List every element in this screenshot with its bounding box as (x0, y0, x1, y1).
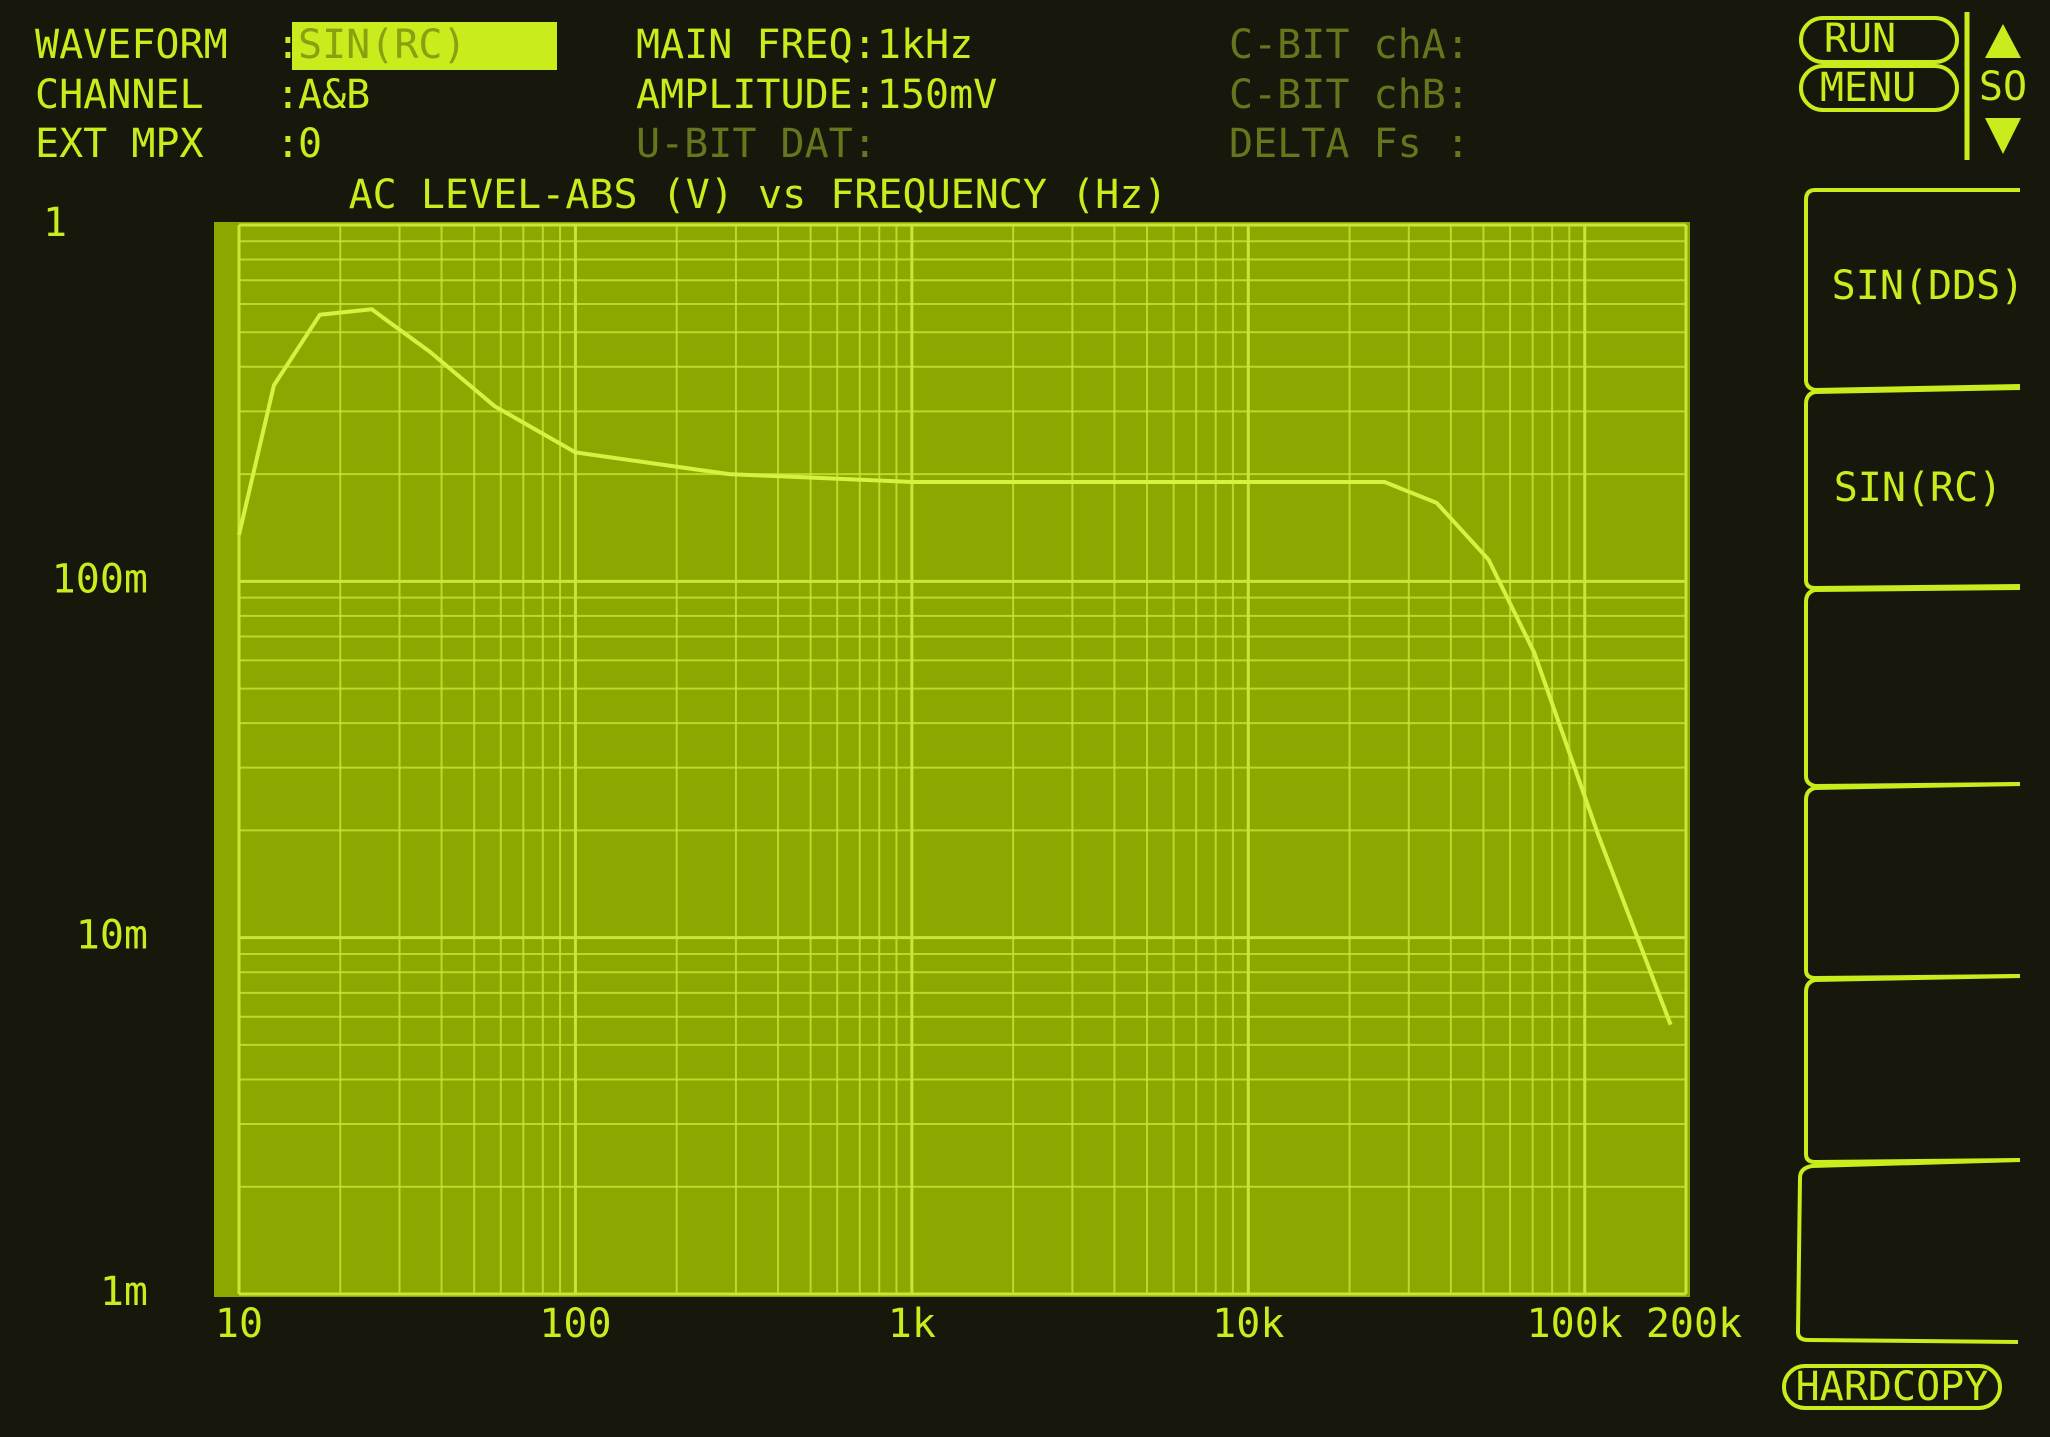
field-label: EXT MPX : (35, 121, 300, 167)
chart-title: AC LEVEL-ABS (V) vs FREQUENCY (Hz) (349, 172, 1168, 218)
y-tick-label: 1 (43, 200, 67, 246)
x-tick-label: 100 (539, 1301, 611, 1347)
softkey[interactable] (1804, 188, 2021, 393)
status: C-BIT chA: (1229, 22, 1470, 68)
scroll-down[interactable] (1985, 118, 2021, 154)
field-label: CHANNEL : (35, 72, 300, 118)
waveform-highlight (292, 22, 557, 70)
status: DELTA Fs : (1229, 121, 1470, 167)
plot-area (214, 222, 1690, 1297)
field-label: WAVEFORM : (35, 22, 300, 68)
run-button[interactable] (1799, 16, 1959, 64)
menu-label: MENU (1820, 65, 1916, 111)
data-line (237, 307, 1673, 1026)
softkey[interactable] (1804, 386, 2021, 591)
x-tick-label: 200k (1646, 1301, 1742, 1347)
status: C-BIT chB: (1229, 72, 1470, 118)
scroll-up[interactable] (1985, 24, 2021, 58)
softkey[interactable] (1804, 782, 2021, 981)
setting: AMPLITUDE:150mV (636, 72, 997, 118)
hardcopy-label: HARDCOPY (1796, 1364, 1989, 1410)
x-tick-label: 100k (1527, 1301, 1623, 1347)
hardcopy-button[interactable] (1782, 1364, 2002, 1410)
plot: 10 100 1k 10k 100k 200k 1m 10m 100m 1 (43, 200, 1742, 1347)
softkey-label: SIN(RC) (1834, 465, 2003, 511)
y-tick-label: 10m (76, 913, 148, 959)
y-tick-label: 1m (100, 1269, 148, 1315)
field-value: SIN(RC) (298, 22, 467, 68)
x-tick-label: 1k (888, 1301, 936, 1347)
menu-button[interactable] (1799, 64, 1959, 112)
softkey[interactable] (1795, 1158, 2021, 1344)
field-value: 0 (298, 121, 322, 167)
softkey[interactable] (1804, 586, 2021, 789)
setting: MAIN FREQ:1kHz (636, 22, 973, 68)
scroll-label: SO (1979, 64, 2027, 110)
softkey-label: SIN(DDS) (1832, 263, 2025, 309)
x-tick-label: 10 (215, 1301, 263, 1347)
softkey[interactable] (1804, 974, 2021, 1165)
setting: U-BIT DAT: (636, 121, 877, 167)
field-value: A&B (298, 72, 370, 118)
y-tick-label: 100m (52, 556, 148, 602)
run-label: RUN (1824, 16, 1896, 62)
x-tick-label: 10k (1212, 1301, 1284, 1347)
